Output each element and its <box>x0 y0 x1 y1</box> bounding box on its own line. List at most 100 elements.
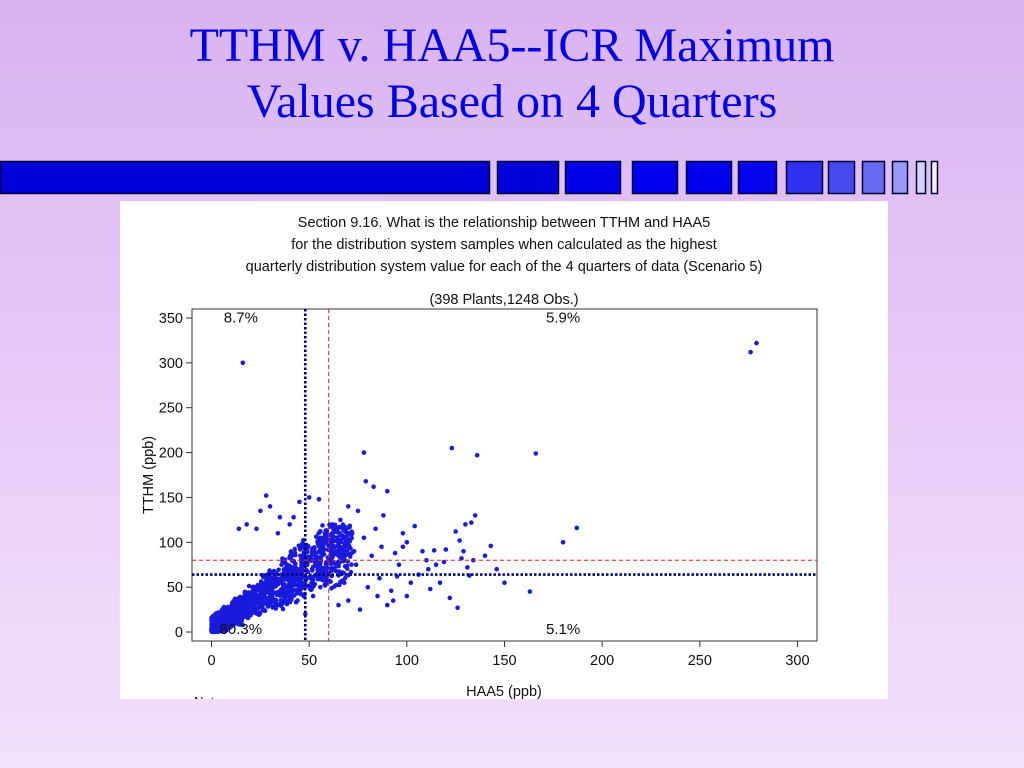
scatter-point <box>271 583 276 588</box>
scatter-point <box>404 540 410 545</box>
y-tick-label: 200 <box>159 446 183 462</box>
scatter-point <box>294 588 300 593</box>
scatter-point <box>574 525 580 531</box>
scatter-point <box>294 566 300 572</box>
scatter-chart: Section 9.16. What is the relationship b… <box>141 215 818 699</box>
scatter-point <box>287 599 293 605</box>
scatter-point <box>265 598 270 603</box>
scatter-point <box>321 552 327 557</box>
scatter-point <box>276 567 281 573</box>
scatter-point <box>293 552 298 558</box>
slide-title: TTHM v. HAA5--ICR Maximum Values Based o… <box>0 18 1024 130</box>
x-axis-ticks: 0 50 100 150 200 250 300 <box>207 641 810 669</box>
scatter-point <box>341 528 347 533</box>
scatter-point <box>315 555 320 560</box>
scatter-point <box>320 540 326 546</box>
scatter-point <box>287 555 292 561</box>
scatter-point <box>388 588 394 594</box>
scatter-point <box>252 593 257 599</box>
scatter-point <box>219 612 224 617</box>
scatter-point <box>347 554 353 559</box>
scatter-point <box>306 557 312 563</box>
chart-subtitle: (398 Plants,1248 Obs.) <box>429 292 578 308</box>
scatter-point <box>321 577 326 583</box>
scatter-point <box>349 562 354 567</box>
scatter-point <box>345 531 350 536</box>
scatter-point <box>293 561 298 566</box>
scatter-point <box>266 580 272 586</box>
chart-title-line-3: quarterly distribution system value for … <box>246 259 763 275</box>
scatter-point <box>279 576 284 582</box>
scatter-point <box>412 523 418 529</box>
scatter-point <box>245 612 250 617</box>
scatter-point <box>299 566 305 572</box>
chart-panel: Section 9.16. What is the relationship b… <box>120 201 888 699</box>
scatter-point <box>267 585 272 590</box>
scatter-point <box>560 540 566 545</box>
scatter-point <box>463 522 468 527</box>
scatter-point <box>227 605 233 610</box>
quadrant-percent-labels: 8.7% 5.9% 80.3% 5.1% <box>220 309 581 637</box>
scatter-point <box>310 593 316 599</box>
scatter-point <box>420 549 425 554</box>
scatter-point <box>247 605 252 610</box>
scatter-point <box>282 598 287 604</box>
scatter-point <box>231 611 236 617</box>
scatter-point <box>437 580 443 585</box>
scatter-point <box>385 602 390 608</box>
scatter-point <box>275 531 281 536</box>
scatter-point <box>273 599 279 605</box>
scatter-point <box>292 546 298 552</box>
scatter-point <box>371 484 376 490</box>
scatter-point <box>346 598 351 603</box>
scatter-point <box>316 540 322 545</box>
scatter-point <box>309 580 314 585</box>
y-axis-label: TTHM (ppb) <box>141 436 157 514</box>
scatter-point <box>457 538 462 543</box>
scatter-point <box>348 569 354 575</box>
scatter-point <box>237 622 243 627</box>
scatter-point <box>263 493 269 498</box>
quadrant-percent-label: 8.7% <box>224 309 258 326</box>
scatter-point <box>351 549 357 554</box>
scatter-point <box>290 565 295 570</box>
scatter-point <box>459 556 464 561</box>
scatter-point <box>341 555 347 560</box>
scatter-point <box>277 514 283 520</box>
scatter-point <box>369 553 374 559</box>
scatter-point <box>338 544 343 550</box>
scatter-point <box>293 582 299 588</box>
outlier-points <box>236 340 759 617</box>
scatter-point <box>320 523 325 528</box>
scatter-point <box>288 549 294 554</box>
scatter-point <box>229 623 234 628</box>
scatter-point <box>365 584 371 590</box>
scatter-point <box>361 535 367 541</box>
scatter-point <box>322 531 328 536</box>
scatter-point <box>257 593 262 599</box>
scatter-point <box>375 593 380 599</box>
scatter-point <box>333 548 338 554</box>
scatter-point <box>426 566 431 572</box>
scatter-point <box>488 543 494 549</box>
scatter-point <box>404 593 410 599</box>
chart-title-line-1: Section 9.16. What is the relationship b… <box>298 215 710 231</box>
y-tick-label: 0 <box>175 625 183 641</box>
scatter-point <box>502 580 507 585</box>
scatter-point <box>211 629 216 635</box>
scatter-point <box>309 551 315 557</box>
scatter-point <box>291 514 296 520</box>
scatter-point <box>257 611 263 616</box>
scatter-point <box>282 592 287 598</box>
scatter-point <box>314 534 319 540</box>
scatter-point <box>262 581 268 587</box>
scatter-point <box>269 595 274 601</box>
scatter-point <box>273 606 279 611</box>
scatter-point <box>337 579 343 585</box>
scatter-point <box>336 602 341 608</box>
scatter-point <box>276 592 282 598</box>
scatter-point <box>258 579 264 584</box>
scatter-point <box>233 606 239 611</box>
scatter-point <box>285 577 290 583</box>
scatter-point <box>357 607 363 612</box>
